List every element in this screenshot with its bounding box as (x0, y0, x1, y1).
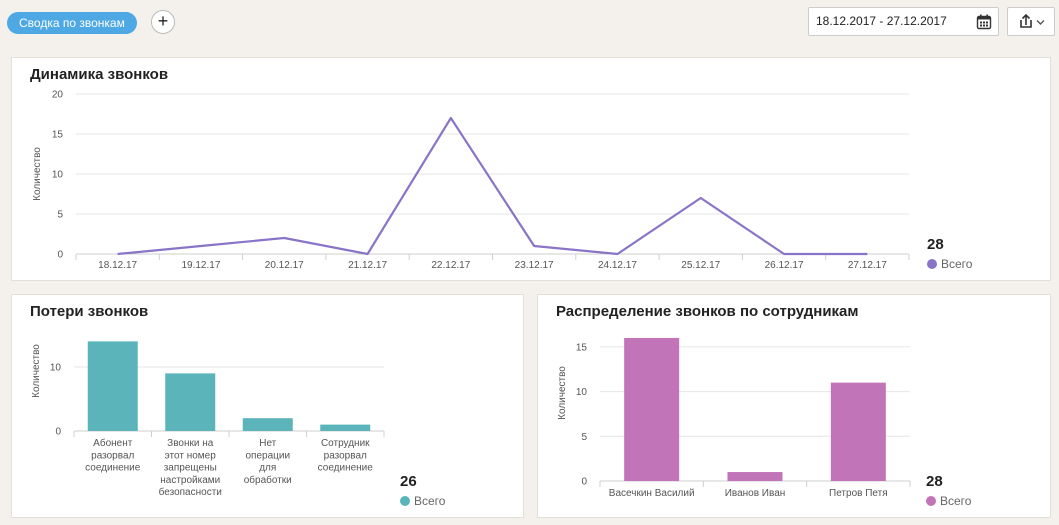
add-tab-button[interactable]: + (151, 10, 175, 34)
line-series-total (117, 116, 868, 256)
call-losses-card: Потери звонков 0 10 Абонент разорвал соедине… (11, 294, 524, 518)
losses-x-tick: Абонент разорвал соединение (85, 437, 141, 474)
losses-bar (320, 424, 371, 431)
line-total: 28 (927, 236, 944, 253)
line-x-tick: 21.12.17 (348, 260, 387, 271)
distribution-legend-swatch (926, 496, 936, 506)
line-x-tick: 22.12.17 (431, 260, 470, 271)
date-range-picker[interactable]: 18.12.2017 - 27.12.2017 (808, 7, 999, 36)
call-losses-title: Потери звонков (30, 303, 149, 320)
distribution-x-tick: Васечкин Василий (609, 488, 695, 499)
call-losses-chart: 0 10 Абонент разорвал соединение Звонки на это… (31, 341, 446, 508)
line-y-tick: 5 (57, 210, 63, 221)
distribution-x-tick: Петров Петя (829, 488, 888, 499)
tab-call-summary[interactable]: Сводка по звонкам (7, 12, 137, 34)
calendar-icon (976, 14, 992, 30)
call-dynamics-chart: 0 5 10 15 20 18.12.17 19.12.17 20.12.17 21.12.17… (32, 90, 973, 272)
line-y-tick: 15 (52, 130, 64, 141)
line-y-axis-title: Количество (32, 147, 43, 201)
losses-x-tick: Нет операции для обработки (244, 438, 292, 486)
line-x-tick: 18.12.17 (98, 260, 137, 271)
losses-y-tick: 0 (55, 427, 61, 438)
line-x-tick: 26.12.17 (765, 260, 804, 271)
distribution-y-tick: 0 (581, 477, 587, 488)
distribution-bar (624, 337, 680, 481)
call-dynamics-card: Динамика звонков 0 5 10 15 20 18.12.17 19.12.1… (11, 57, 1051, 281)
distribution-total: 28 (926, 473, 943, 490)
losses-x-tick: Сотрудник разорвал соединение (318, 438, 374, 474)
call-dynamics-title: Динамика звонков (30, 66, 169, 83)
share-icon (1020, 13, 1032, 28)
losses-x-tick: Звонки на этот номер запрещены настройками б… (159, 438, 222, 498)
losses-bar (165, 373, 216, 431)
losses-bar (87, 341, 138, 431)
line-legend-swatch (927, 259, 937, 269)
losses-total: 26 (400, 473, 417, 490)
distribution-x-tick: Иванов Иван (725, 488, 786, 499)
date-range-value: 18.12.2017 - 27.12.2017 (816, 14, 947, 28)
losses-y-tick: 10 (50, 363, 62, 374)
losses-bar (242, 418, 293, 431)
line-x-tick: 23.12.17 (515, 260, 554, 271)
line-legend-label: Всего (941, 257, 973, 271)
line-y-tick: 0 (57, 250, 63, 261)
call-distribution-title: Распределение звонков по сотрудникам (556, 303, 859, 320)
export-button[interactable] (1007, 7, 1055, 36)
line-x-tick: 24.12.17 (598, 260, 637, 271)
losses-y-axis-title: Количество (31, 344, 42, 398)
distribution-y-tick: 15 (576, 342, 588, 353)
distribution-bar (830, 382, 886, 481)
toolbar: Сводка по звонкам + 18.12.2017 - 27.12.2… (0, 0, 1059, 50)
distribution-bar (727, 472, 783, 481)
distribution-y-axis-title: Количество (557, 366, 568, 420)
distribution-legend-label: Всего (940, 494, 972, 508)
losses-legend-label: Всего (414, 494, 446, 508)
line-x-tick: 27.12.17 (848, 260, 887, 271)
line-y-tick: 10 (52, 170, 64, 181)
line-x-tick: 19.12.17 (181, 260, 220, 271)
call-distribution-card: Распределение звонков по сотрудникам 0 5 1… (537, 294, 1051, 518)
distribution-y-tick: 10 (576, 387, 588, 398)
losses-legend-swatch (400, 496, 410, 506)
chevron-down-icon (1036, 20, 1045, 25)
line-x-tick: 25.12.17 (681, 260, 720, 271)
call-distribution-chart: 0 5 10 15 Васечкин Василий Иванов Иван Петров … (557, 337, 972, 508)
distribution-y-tick: 5 (581, 432, 587, 443)
line-x-tick: 20.12.17 (265, 260, 304, 271)
line-y-tick: 20 (52, 90, 64, 101)
